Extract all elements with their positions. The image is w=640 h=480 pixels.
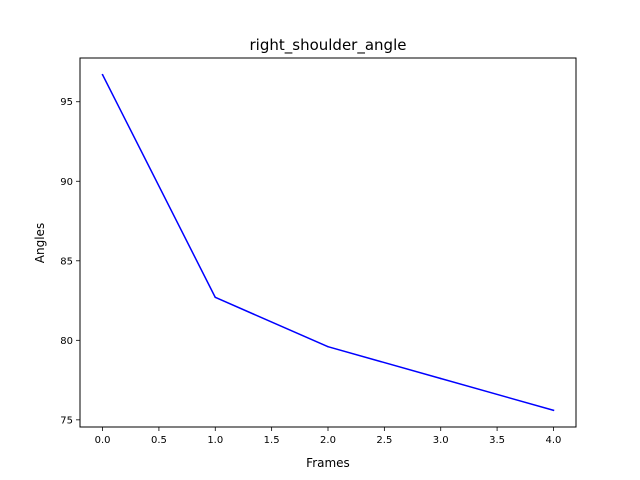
data-point [214,296,217,299]
y-tick-label: 90 [60,177,73,188]
data-point [327,345,329,348]
data-point [439,377,442,380]
x-tick-label: 2.0 [320,435,336,446]
x-tick-label: 3.5 [489,435,505,446]
data-point [552,409,555,412]
x-tick-label: 0.5 [151,435,167,446]
y-tick-label: 80 [60,336,73,347]
x-tick-label: 1.5 [264,435,280,446]
x-tick-label: 3.0 [433,435,449,446]
x-tick-label: 2.5 [376,435,392,446]
x-axis-ticks: 0.0 0.5 1.0 1.5 2.0 2.5 3.0 3.5 4.0 [95,427,562,446]
x-tick-label: 0.0 [95,435,111,446]
chart-title: right_shoulder_angle [250,36,407,55]
plot-area [101,73,555,412]
data-point [101,73,104,76]
y-tick-label: 95 [60,97,73,108]
x-tick-label: 1.0 [207,435,223,446]
y-axis-label: Angles [33,223,47,263]
y-axis-ticks: 75 80 85 90 95 [60,97,80,426]
y-tick-label: 75 [60,415,73,426]
y-tick-label: 85 [60,256,73,267]
x-axis-label: Frames [306,456,350,470]
x-tick-label: 4.0 [546,435,562,446]
